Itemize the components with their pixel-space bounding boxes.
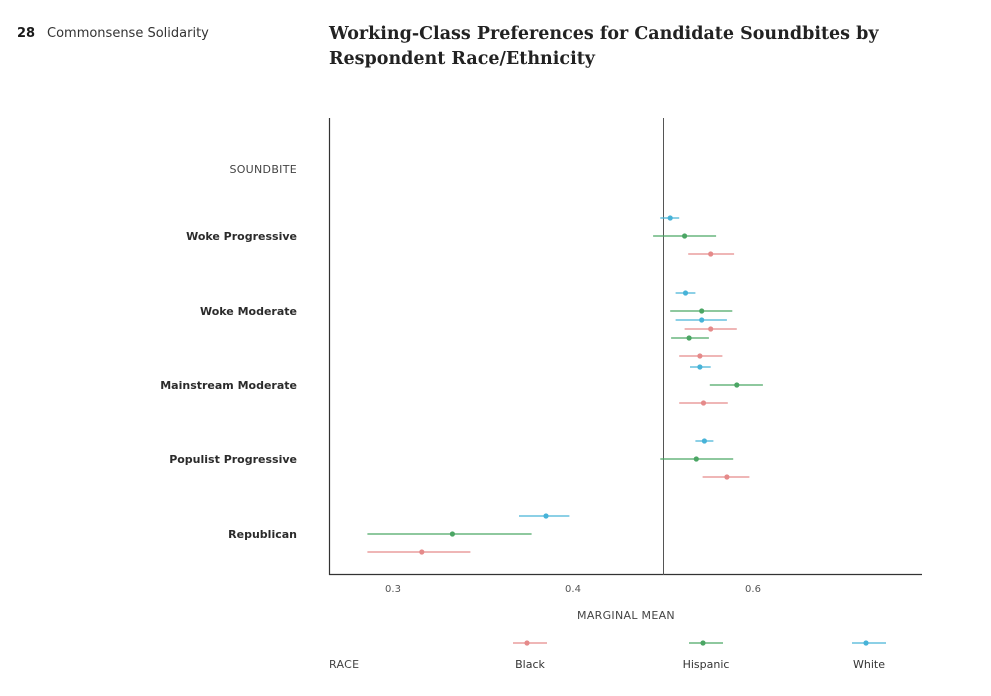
- legend-title: RACE: [329, 658, 359, 671]
- page-number: 28: [17, 26, 36, 41]
- category-label-populist-progressive: Populist Progressive: [169, 453, 297, 466]
- point-white: [667, 215, 673, 221]
- x-tick-label: 0.4: [565, 584, 581, 595]
- x-tick-labels: 0.3 0.4 0.6: [385, 584, 761, 595]
- point-black: [700, 400, 707, 406]
- category-label-mainstream-moderate: Mainstream Moderate: [160, 379, 297, 392]
- point-white: [682, 290, 689, 296]
- x-axis-title: MARGINAL MEAN: [577, 609, 675, 622]
- point-hispanic: [693, 456, 699, 462]
- legend-label-hispanic: Hispanic: [683, 658, 730, 671]
- point-black: [708, 326, 714, 332]
- chart-title: Working-Class Preferences for Candidate …: [329, 24, 879, 69]
- x-tick-label: 0.3: [385, 584, 401, 595]
- point-black: [419, 549, 425, 555]
- point-hispanic: [699, 308, 705, 314]
- category-label-woke-progressive: Woke Progressive: [186, 230, 297, 243]
- y-axis-title: SOUNDBITE: [229, 163, 297, 176]
- publication-name: Commonsense Solidarity: [47, 26, 209, 41]
- point-hispanic: [449, 531, 455, 537]
- point-black: [697, 353, 703, 359]
- point-hispanic: [682, 233, 688, 239]
- chart-axes: [328, 118, 922, 576]
- point-white: [697, 364, 703, 370]
- point-black: [724, 474, 730, 480]
- category-labels: Woke Progressive Woke Moderate Mainstream …: [160, 230, 297, 541]
- legend-swatch-point-black: [524, 640, 530, 646]
- category-label-republican: Republican: [228, 528, 297, 541]
- point-hispanic: [686, 335, 692, 341]
- data-marks: [367, 215, 763, 555]
- point-hispanic: [734, 382, 740, 388]
- point-white: [701, 438, 708, 444]
- legend-label-black: Black: [515, 658, 545, 671]
- point-black: [708, 251, 714, 257]
- legend-swatch-point-hispanic: [700, 640, 706, 646]
- legend: RACE Black Hispanic White: [329, 640, 886, 671]
- point-white: [543, 513, 549, 519]
- category-label-woke-moderate: Woke Moderate: [200, 305, 297, 318]
- x-tick-label: 0.6: [745, 584, 761, 595]
- legend-label-white: White: [853, 658, 885, 671]
- point-white: [699, 317, 705, 323]
- legend-swatch-point-white: [863, 640, 869, 646]
